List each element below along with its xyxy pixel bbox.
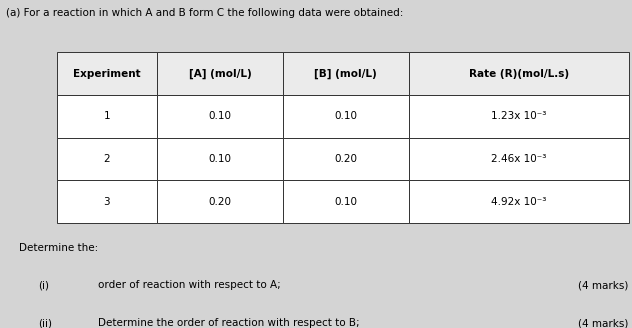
Bar — [157, 52, 283, 95]
Text: 4.92x 10⁻³: 4.92x 10⁻³ — [491, 197, 547, 207]
Text: 0.10: 0.10 — [334, 112, 357, 121]
Bar — [57, 138, 157, 180]
Text: Rate (R)(mol/L.s): Rate (R)(mol/L.s) — [469, 69, 569, 79]
Text: 0.10: 0.10 — [334, 197, 357, 207]
Bar — [157, 180, 283, 223]
Text: (ii): (ii) — [38, 318, 52, 328]
Bar — [57, 180, 157, 223]
Bar — [409, 52, 629, 95]
Text: 1.23x 10⁻³: 1.23x 10⁻³ — [491, 112, 547, 121]
Text: (4 marks): (4 marks) — [578, 318, 629, 328]
Text: 2: 2 — [104, 154, 110, 164]
Bar — [157, 138, 283, 180]
Text: (4 marks): (4 marks) — [578, 280, 629, 290]
Text: 1: 1 — [104, 112, 110, 121]
Text: 0.10: 0.10 — [209, 154, 231, 164]
Text: order of reaction with respect to A;: order of reaction with respect to A; — [98, 280, 281, 290]
Text: 0.10: 0.10 — [209, 112, 231, 121]
Text: Determine the:: Determine the: — [19, 243, 98, 253]
Bar — [283, 138, 409, 180]
Bar — [157, 95, 283, 138]
Bar — [57, 95, 157, 138]
Text: Experiment: Experiment — [73, 69, 141, 79]
Text: 2.46x 10⁻³: 2.46x 10⁻³ — [491, 154, 547, 164]
Bar — [283, 52, 409, 95]
Text: [A] (mol/L): [A] (mol/L) — [188, 69, 252, 79]
Bar — [283, 95, 409, 138]
Text: Determine the order of reaction with respect to B;: Determine the order of reaction with res… — [98, 318, 360, 328]
Text: 0.20: 0.20 — [209, 197, 231, 207]
Bar — [57, 52, 157, 95]
Text: (a) For a reaction in which A and B form C the following data were obtained:: (a) For a reaction in which A and B form… — [6, 8, 404, 18]
Text: (i): (i) — [38, 280, 49, 290]
Bar — [283, 180, 409, 223]
Text: 0.20: 0.20 — [334, 154, 357, 164]
Bar — [409, 95, 629, 138]
Text: 3: 3 — [104, 197, 110, 207]
Text: [B] (mol/L): [B] (mol/L) — [314, 69, 377, 79]
Bar — [409, 138, 629, 180]
Bar — [409, 180, 629, 223]
